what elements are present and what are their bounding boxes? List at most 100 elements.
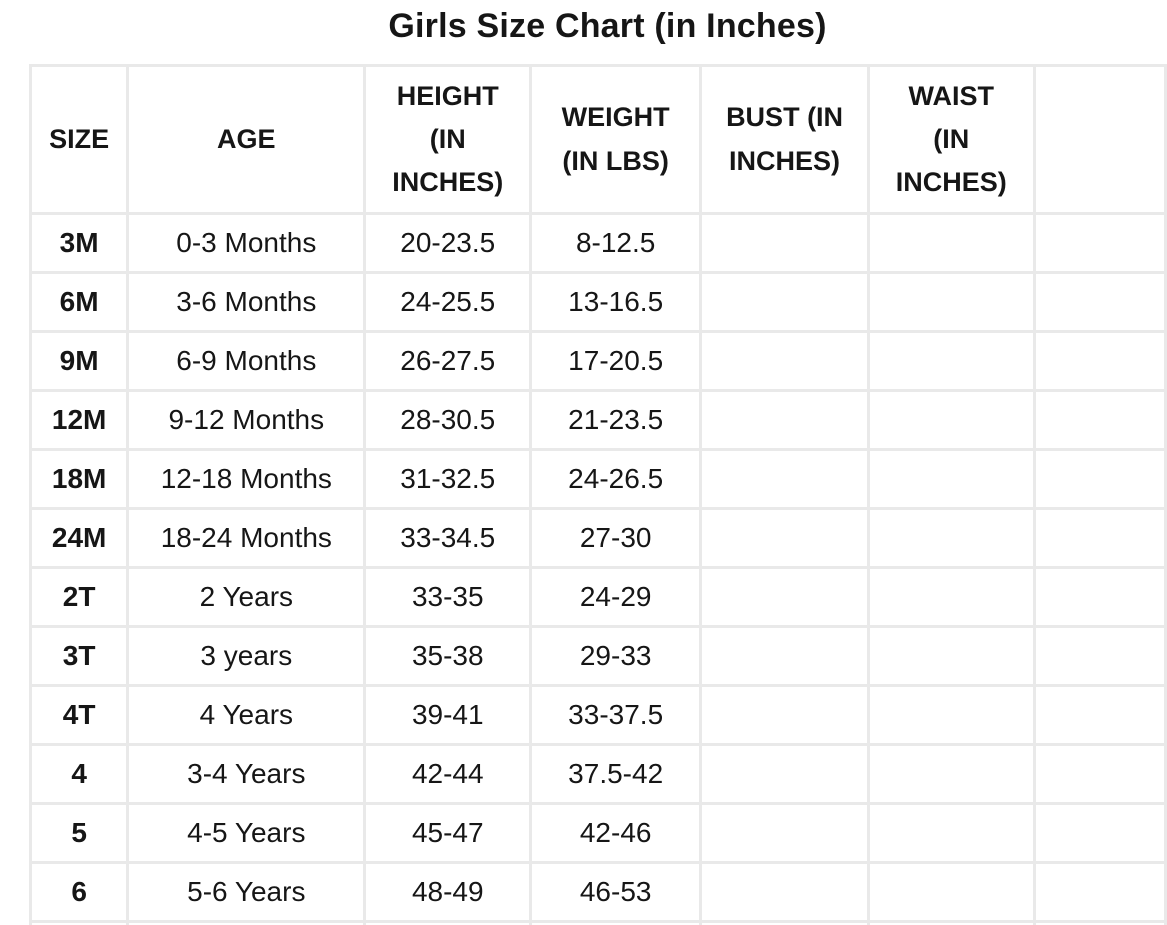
age-cell: 2 Years xyxy=(126,566,367,628)
size-cell: 12M xyxy=(28,389,130,451)
bust-cell xyxy=(699,507,870,569)
height-cell: 35-38 xyxy=(363,625,533,687)
height-cell xyxy=(363,920,533,925)
cutoff-cell xyxy=(1032,212,1167,274)
bust-cell xyxy=(699,743,870,805)
age-cell: 3 years xyxy=(126,625,367,687)
size-cell: 9M xyxy=(28,330,130,392)
column-header-height: HEIGHT (IN INCHES) xyxy=(363,64,533,215)
table-row: 5 4-5 Years 45-47 42-46 xyxy=(28,802,1167,864)
cutoff-cell xyxy=(1032,448,1167,510)
cutoff-cell xyxy=(1032,802,1167,864)
cutoff-cell xyxy=(1032,271,1167,333)
size-cell: 6M xyxy=(28,271,130,333)
page-title: Girls Size Chart (in Inches) xyxy=(388,7,827,45)
table-row: 9M 6-9 Months 26-27.5 17-20.5 xyxy=(28,330,1167,392)
table-header-row: SIZE AGE HEIGHT (IN INCHES) WEIGHT (IN L… xyxy=(28,64,1167,215)
bust-cell xyxy=(699,448,870,510)
age-cell: 18-24 Months xyxy=(126,507,367,569)
height-cell: 31-32.5 xyxy=(363,448,533,510)
bust-cell xyxy=(699,920,870,925)
waist-cell xyxy=(866,212,1036,274)
bust-cell xyxy=(699,389,870,451)
cutoff-cell xyxy=(1032,861,1167,923)
cutoff-cell xyxy=(1032,389,1167,451)
column-header-bust: BUST (IN INCHES) xyxy=(699,64,870,215)
height-cell: 20-23.5 xyxy=(363,212,533,274)
weight-cell: 24-26.5 xyxy=(529,448,703,510)
height-cell: 33-34.5 xyxy=(363,507,533,569)
waist-cell xyxy=(866,566,1036,628)
cutoff-cell xyxy=(1032,684,1167,746)
age-cell: 4-5 Years xyxy=(126,802,367,864)
cutoff-cell xyxy=(1032,507,1167,569)
height-cell: 24-25.5 xyxy=(363,271,533,333)
weight-cell: 21-23.5 xyxy=(529,389,703,451)
size-cell: 3T xyxy=(28,625,130,687)
table-row-cropped xyxy=(28,920,1167,925)
size-cell: 18M xyxy=(28,448,130,510)
size-cell xyxy=(28,920,130,925)
cutoff-cell xyxy=(1032,566,1167,628)
age-cell: 3-6 Months xyxy=(126,271,367,333)
waist-cell xyxy=(866,448,1036,510)
weight-cell: 13-16.5 xyxy=(529,271,703,333)
weight-cell: 8-12.5 xyxy=(529,212,703,274)
height-cell: 42-44 xyxy=(363,743,533,805)
bust-cell xyxy=(699,212,870,274)
table-row: 18M 12-18 Months 31-32.5 24-26.5 xyxy=(28,448,1167,510)
size-cell: 24M xyxy=(28,507,130,569)
weight-cell: 27-30 xyxy=(529,507,703,569)
table-row: 4T 4 Years 39-41 33-37.5 xyxy=(28,684,1167,746)
age-cell: 0-3 Months xyxy=(126,212,367,274)
waist-cell xyxy=(866,271,1036,333)
bust-cell xyxy=(699,330,870,392)
column-header-size: SIZE xyxy=(28,64,130,215)
size-cell: 4T xyxy=(28,684,130,746)
weight-cell: 17-20.5 xyxy=(529,330,703,392)
column-header-waist: WAIST (IN INCHES) xyxy=(866,64,1036,215)
weight-cell: 29-33 xyxy=(529,625,703,687)
weight-cell: 37.5-42 xyxy=(529,743,703,805)
age-cell: 5-6 Years xyxy=(126,861,367,923)
waist-cell xyxy=(866,802,1036,864)
size-cell: 4 xyxy=(28,743,130,805)
height-cell: 48-49 xyxy=(363,861,533,923)
table-row: 6 5-6 Years 48-49 46-53 xyxy=(28,861,1167,923)
weight-cell: 46-53 xyxy=(529,861,703,923)
age-cell: 9-12 Months xyxy=(126,389,367,451)
size-cell: 2T xyxy=(28,566,130,628)
waist-cell xyxy=(866,625,1036,687)
age-cell: 6-9 Months xyxy=(126,330,367,392)
weight-cell: 33-37.5 xyxy=(529,684,703,746)
height-cell: 39-41 xyxy=(363,684,533,746)
cutoff-cell xyxy=(1032,743,1167,805)
table-row: 12M 9-12 Months 28-30.5 21-23.5 xyxy=(28,389,1167,451)
waist-cell xyxy=(866,920,1036,925)
table-row: 24M 18-24 Months 33-34.5 27-30 xyxy=(28,507,1167,569)
age-cell: 12-18 Months xyxy=(126,448,367,510)
bust-cell xyxy=(699,861,870,923)
cutoff-cell xyxy=(1032,625,1167,687)
bust-cell xyxy=(699,625,870,687)
height-cell: 45-47 xyxy=(363,802,533,864)
table-row: 4 3-4 Years 42-44 37.5-42 xyxy=(28,743,1167,805)
waist-cell xyxy=(866,743,1036,805)
bust-cell xyxy=(699,802,870,864)
height-cell: 33-35 xyxy=(363,566,533,628)
table-row: 2T 2 Years 33-35 24-29 xyxy=(28,566,1167,628)
height-cell: 28-30.5 xyxy=(363,389,533,451)
cutoff-cell xyxy=(1032,920,1167,925)
girls-size-chart-table: SIZE AGE HEIGHT (IN INCHES) WEIGHT (IN L… xyxy=(28,64,1167,925)
column-header-weight: WEIGHT (IN LBS) xyxy=(529,64,703,215)
size-cell: 3M xyxy=(28,212,130,274)
bust-cell xyxy=(699,566,870,628)
weight-cell: 24-29 xyxy=(529,566,703,628)
table-row: 3T 3 years 35-38 29-33 xyxy=(28,625,1167,687)
bust-cell xyxy=(699,684,870,746)
weight-cell xyxy=(529,920,703,925)
age-cell: 4 Years xyxy=(126,684,367,746)
cutoff-cell xyxy=(1032,330,1167,392)
height-cell: 26-27.5 xyxy=(363,330,533,392)
waist-cell xyxy=(866,861,1036,923)
